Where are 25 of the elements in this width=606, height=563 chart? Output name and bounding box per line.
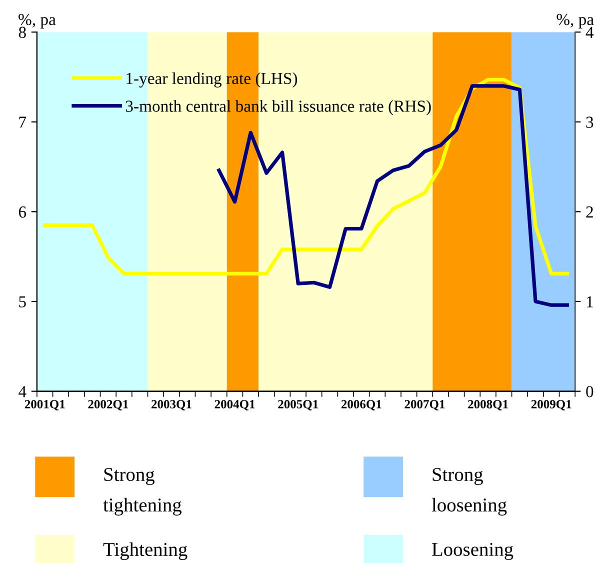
x-tick-label: 2006Q1 bbox=[341, 400, 382, 410]
y2-axis-title: %, pa bbox=[556, 14, 594, 28]
x-tick-label: 2002Q1 bbox=[88, 400, 128, 410]
y2-tick-label: 3 bbox=[586, 116, 594, 128]
y-tick-label: 5 bbox=[19, 296, 26, 308]
x-tick-label: 2005Q1 bbox=[278, 400, 318, 410]
y-axis-title: %, pa bbox=[18, 14, 56, 28]
y-tick-label: 6 bbox=[18, 206, 26, 218]
text: Tightening bbox=[103, 542, 188, 560]
y-tick-label: 4 bbox=[18, 386, 26, 398]
text: Strong loosening bbox=[432, 468, 507, 516]
text: Strong tightening bbox=[103, 468, 182, 516]
x-tick-label: 2004Q1 bbox=[214, 400, 255, 410]
y2-tick-label: 1 bbox=[586, 296, 593, 308]
text: Loosening bbox=[432, 542, 514, 560]
y2-tick-label: 2 bbox=[586, 206, 593, 218]
y2-tick-label: 4 bbox=[586, 26, 594, 38]
x-tick-label: 2007Q1 bbox=[404, 400, 445, 410]
x-tick-label: 2003Q1 bbox=[152, 400, 192, 410]
y-tick-label: 7 bbox=[19, 116, 26, 128]
x-tick-label: 2009Q1 bbox=[531, 400, 572, 410]
x-tick-label: 2001Q1 bbox=[24, 400, 65, 410]
y-tick-label: 8 bbox=[18, 26, 26, 38]
y2-tick-label: 0 bbox=[586, 386, 594, 398]
x-tick-label: 2008Q1 bbox=[468, 400, 508, 410]
